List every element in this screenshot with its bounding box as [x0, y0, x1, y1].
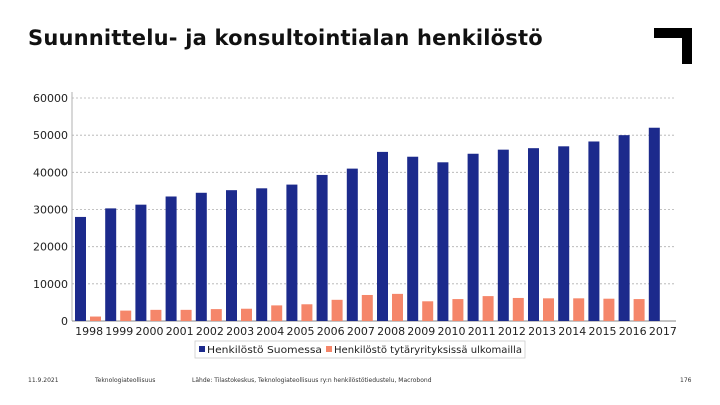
- y-tick-label: 20000: [33, 241, 68, 254]
- y-tick-label: 50000: [33, 129, 68, 142]
- bar-2005-henkilosto-suomessa: [286, 184, 298, 321]
- bar-2016-henkilosto-ulkomailla: [633, 299, 645, 321]
- x-tick-label: 2009: [407, 325, 435, 338]
- x-tick-label: 2004: [256, 325, 284, 338]
- bar-2012-henkilosto-suomessa: [497, 149, 509, 321]
- bar-2014-henkilosto-suomessa: [558, 146, 570, 321]
- bar-2001-henkilosto-ulkomailla: [180, 309, 192, 321]
- x-tick-label: 1998: [75, 325, 103, 338]
- bar-2006-henkilosto-suomessa: [316, 174, 328, 321]
- footer-organization: Teknologiateollisuus: [95, 377, 156, 384]
- x-tick-label: 1999: [105, 325, 133, 338]
- x-tick-label: 2013: [528, 325, 556, 338]
- x-tick-label: 2001: [166, 325, 194, 338]
- footer-page-number: 176: [680, 377, 692, 384]
- y-tick-label: 30000: [33, 204, 68, 217]
- bar-2003-henkilosto-suomessa: [226, 190, 237, 321]
- bar-2004-henkilosto-suomessa: [256, 188, 268, 321]
- x-tick-label: 2016: [619, 325, 647, 338]
- bar-2004-henkilosto-ulkomailla: [271, 305, 283, 321]
- bar-2002-henkilosto-ulkomailla: [210, 309, 222, 321]
- legend-swatch-henkilosto-suomessa: [199, 346, 205, 352]
- bar-2014-henkilosto-ulkomailla: [573, 298, 585, 321]
- x-tick-label: 2010: [438, 325, 466, 338]
- bar-2009-henkilosto-suomessa: [407, 156, 419, 321]
- legend-swatch-henkilosto-ulkomailla: [326, 346, 332, 352]
- x-tick-label: 2005: [287, 325, 315, 338]
- x-tick-label: 2011: [468, 325, 496, 338]
- bar-2017-henkilosto-suomessa: [648, 127, 660, 321]
- footer-source: Lähde: Tilastokeskus, Teknologiateollisu…: [192, 377, 432, 384]
- legend: Henkilöstö Suomessa Henkilöstö tytäryrity…: [194, 340, 526, 359]
- bar-2005-henkilosto-ulkomailla: [301, 304, 313, 321]
- bar-2002-henkilosto-suomessa: [195, 192, 207, 321]
- y-tick-label: 10000: [33, 278, 68, 291]
- grid-lines: [71, 92, 676, 322]
- bar-2011-henkilosto-suomessa: [467, 153, 479, 321]
- bar-2015-henkilosto-suomessa: [588, 141, 600, 321]
- chart: 0 10000 20000 30000 40000 50000 60000 1998 1999…: [33, 92, 677, 359]
- bars: [75, 127, 660, 321]
- bar-2006-henkilosto-ulkomailla: [331, 299, 343, 321]
- x-tick-label: 2003: [226, 325, 254, 338]
- y-tick-labels: 0 10000 20000 30000 40000 50000 60000: [33, 92, 68, 328]
- y-tick-label: 0: [61, 315, 68, 328]
- x-tick-label: 2000: [136, 325, 164, 338]
- x-tick-labels: 1998 1999 2000 2001 2002 2003 2004 2005 2006 2007…: [75, 325, 677, 338]
- bar-2001-henkilosto-suomessa: [165, 196, 177, 321]
- bar-2011-henkilosto-ulkomailla: [482, 296, 494, 321]
- bar-1999-henkilosto-ulkomailla: [120, 310, 132, 321]
- legend-label-henkilosto-ulkomailla: Henkilöstö tytäryrityksissä ulkomailla: [334, 345, 522, 356]
- bar-2007-henkilosto-ulkomailla: [361, 294, 373, 321]
- bar-2008-henkilosto-ulkomailla: [392, 293, 403, 321]
- corner-bracket-logo-icon: [654, 28, 692, 64]
- x-tick-label: 2002: [196, 325, 224, 338]
- bar-2008-henkilosto-suomessa: [377, 151, 388, 321]
- bar-1999-henkilosto-suomessa: [105, 208, 117, 321]
- slide-title: Suunnittelu- ja konsultointialan henkilö…: [28, 26, 543, 50]
- bar-2013-henkilosto-suomessa: [528, 148, 539, 321]
- bar-2012-henkilosto-ulkomailla: [512, 297, 524, 321]
- x-tick-label: 2017: [649, 325, 677, 338]
- x-tick-label: 2007: [347, 325, 375, 338]
- x-tick-label: 2015: [589, 325, 617, 338]
- y-tick-label: 40000: [33, 166, 68, 179]
- footer-date: 11.9.2021: [28, 377, 59, 384]
- x-tick-label: 2014: [558, 325, 586, 338]
- bar-2007-henkilosto-suomessa: [346, 168, 358, 321]
- x-tick-label: 2008: [377, 325, 405, 338]
- bar-1998-henkilosto-ulkomailla: [90, 316, 101, 321]
- legend-label-henkilosto-suomessa: Henkilöstö Suomessa: [207, 345, 322, 356]
- bar-2003-henkilosto-ulkomailla: [241, 308, 252, 321]
- bar-2009-henkilosto-ulkomailla: [422, 301, 434, 321]
- x-tick-label: 2006: [317, 325, 345, 338]
- bar-1998-henkilosto-suomessa: [75, 216, 86, 321]
- bar-2010-henkilosto-suomessa: [437, 162, 449, 321]
- bar-2013-henkilosto-ulkomailla: [543, 298, 554, 321]
- bar-2016-henkilosto-suomessa: [618, 135, 630, 321]
- bar-2000-henkilosto-ulkomailla: [150, 309, 162, 321]
- y-tick-label: 60000: [33, 92, 68, 105]
- bar-2000-henkilosto-suomessa: [135, 204, 147, 321]
- bar-2015-henkilosto-ulkomailla: [603, 298, 615, 321]
- legend-box: [194, 340, 526, 359]
- bar-2010-henkilosto-ulkomailla: [452, 299, 464, 321]
- x-tick-label: 2012: [498, 325, 526, 338]
